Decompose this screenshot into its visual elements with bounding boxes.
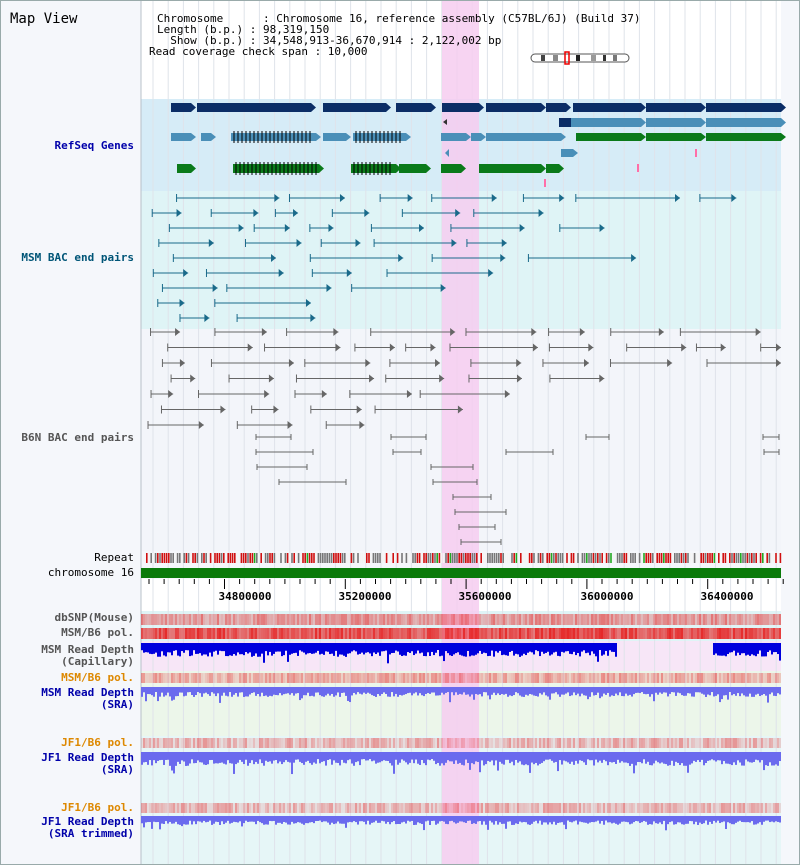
repeat-track <box>146 553 782 563</box>
track-label-msm-pol-2[interactable]: MSM/B6 pol. <box>61 671 134 684</box>
msm-depth-sra-hist <box>141 687 781 703</box>
msm-bac-pairs <box>151 194 737 322</box>
ruler-tick-label: 36400000 <box>701 590 754 603</box>
refseq-row-3 <box>171 131 566 143</box>
refseq-row-4 <box>561 149 578 157</box>
refseq-marker <box>443 119 447 125</box>
jf1-pol-strip-2 <box>141 803 781 813</box>
refseq-row-5 <box>177 162 564 175</box>
msm-pol-strip-2 <box>141 673 781 683</box>
jf1-pol-strip-1 <box>141 738 781 748</box>
refseq-row-1 <box>171 103 786 112</box>
ruler-tick-label: 35200000 <box>339 590 392 603</box>
refseq-pink-2 <box>637 164 639 172</box>
ruler-tick-label: 36000000 <box>581 590 634 603</box>
ruler: 34800000 35200000 35600000 36000000 36400000 <box>148 579 784 603</box>
dbsnp-strip <box>141 614 781 625</box>
selection-highlight <box>442 1 479 864</box>
track-label-b6n-bac[interactable]: B6N BAC end pairs <box>21 431 134 444</box>
track-label-jf1-pol-2[interactable]: JF1/B6 pol. <box>61 801 134 814</box>
refseq-marker-2 <box>445 149 449 157</box>
refseq-row-3b <box>576 133 786 141</box>
b6n-bac-pairs-narrow <box>255 434 780 545</box>
coverage-line: Read coverage check span : 10,000 <box>149 45 368 58</box>
refseq-pink-3 <box>544 179 546 187</box>
track-label-dbsnp[interactable]: dbSNP(Mouse) <box>54 611 134 624</box>
chromosome-ideogram <box>530 51 630 65</box>
track-label-msm-pol-1[interactable]: MSM/B6 pol. <box>61 626 134 639</box>
msm-pol-strip-1 <box>141 628 781 639</box>
jf1-depth-sra-hist <box>141 752 781 775</box>
chromosome-line: Chromosome : Chromosome 16, reference as… <box>157 12 641 25</box>
track-label-jf1-pol-1[interactable]: JF1/B6 pol. <box>61 736 134 749</box>
refseq-row-2 <box>559 118 786 127</box>
b6n-bac-pairs-wide <box>147 328 781 429</box>
track-label-chromosome[interactable]: chromosome 16 <box>47 566 134 579</box>
chromosome-bar <box>141 568 781 578</box>
jf1-depth-trimmed-hist <box>141 816 781 831</box>
region-header: Chromosome : Chromosome 16, reference as… <box>149 13 640 57</box>
ruler-tick-label: 34800000 <box>219 590 272 603</box>
track-label-jf1-depth-sra[interactable]: JF1 Read Depth (SRA) <box>41 751 134 776</box>
track-label-msm-depth-sra[interactable]: MSM Read Depth (SRA) <box>41 686 134 711</box>
length-line: Length (b.p.) : 98,319,150 <box>157 23 330 36</box>
track-label-msm-depth-capillary[interactable]: MSM Read Depth (Capillary) <box>41 643 134 668</box>
track-label-refseq-genes[interactable]: RefSeq Genes <box>54 139 134 152</box>
show-line: Show (b.p.) : 34,548,913-36,670,914 : 2,… <box>157 34 502 47</box>
track-label-msm-bac[interactable]: MSM BAC end pairs <box>21 251 134 264</box>
track-label-jf1-depth-trimmed[interactable]: JF1 Read Depth (SRA trimmed) <box>41 815 134 840</box>
page-title: Map View <box>10 11 78 27</box>
refseq-pink-1 <box>695 149 697 157</box>
track-label-repeat[interactable]: Repeat <box>94 551 134 564</box>
ruler-tick-label: 35600000 <box>459 590 512 603</box>
refseq-block <box>559 118 571 127</box>
msm-depth-capillary-hist <box>141 643 781 664</box>
